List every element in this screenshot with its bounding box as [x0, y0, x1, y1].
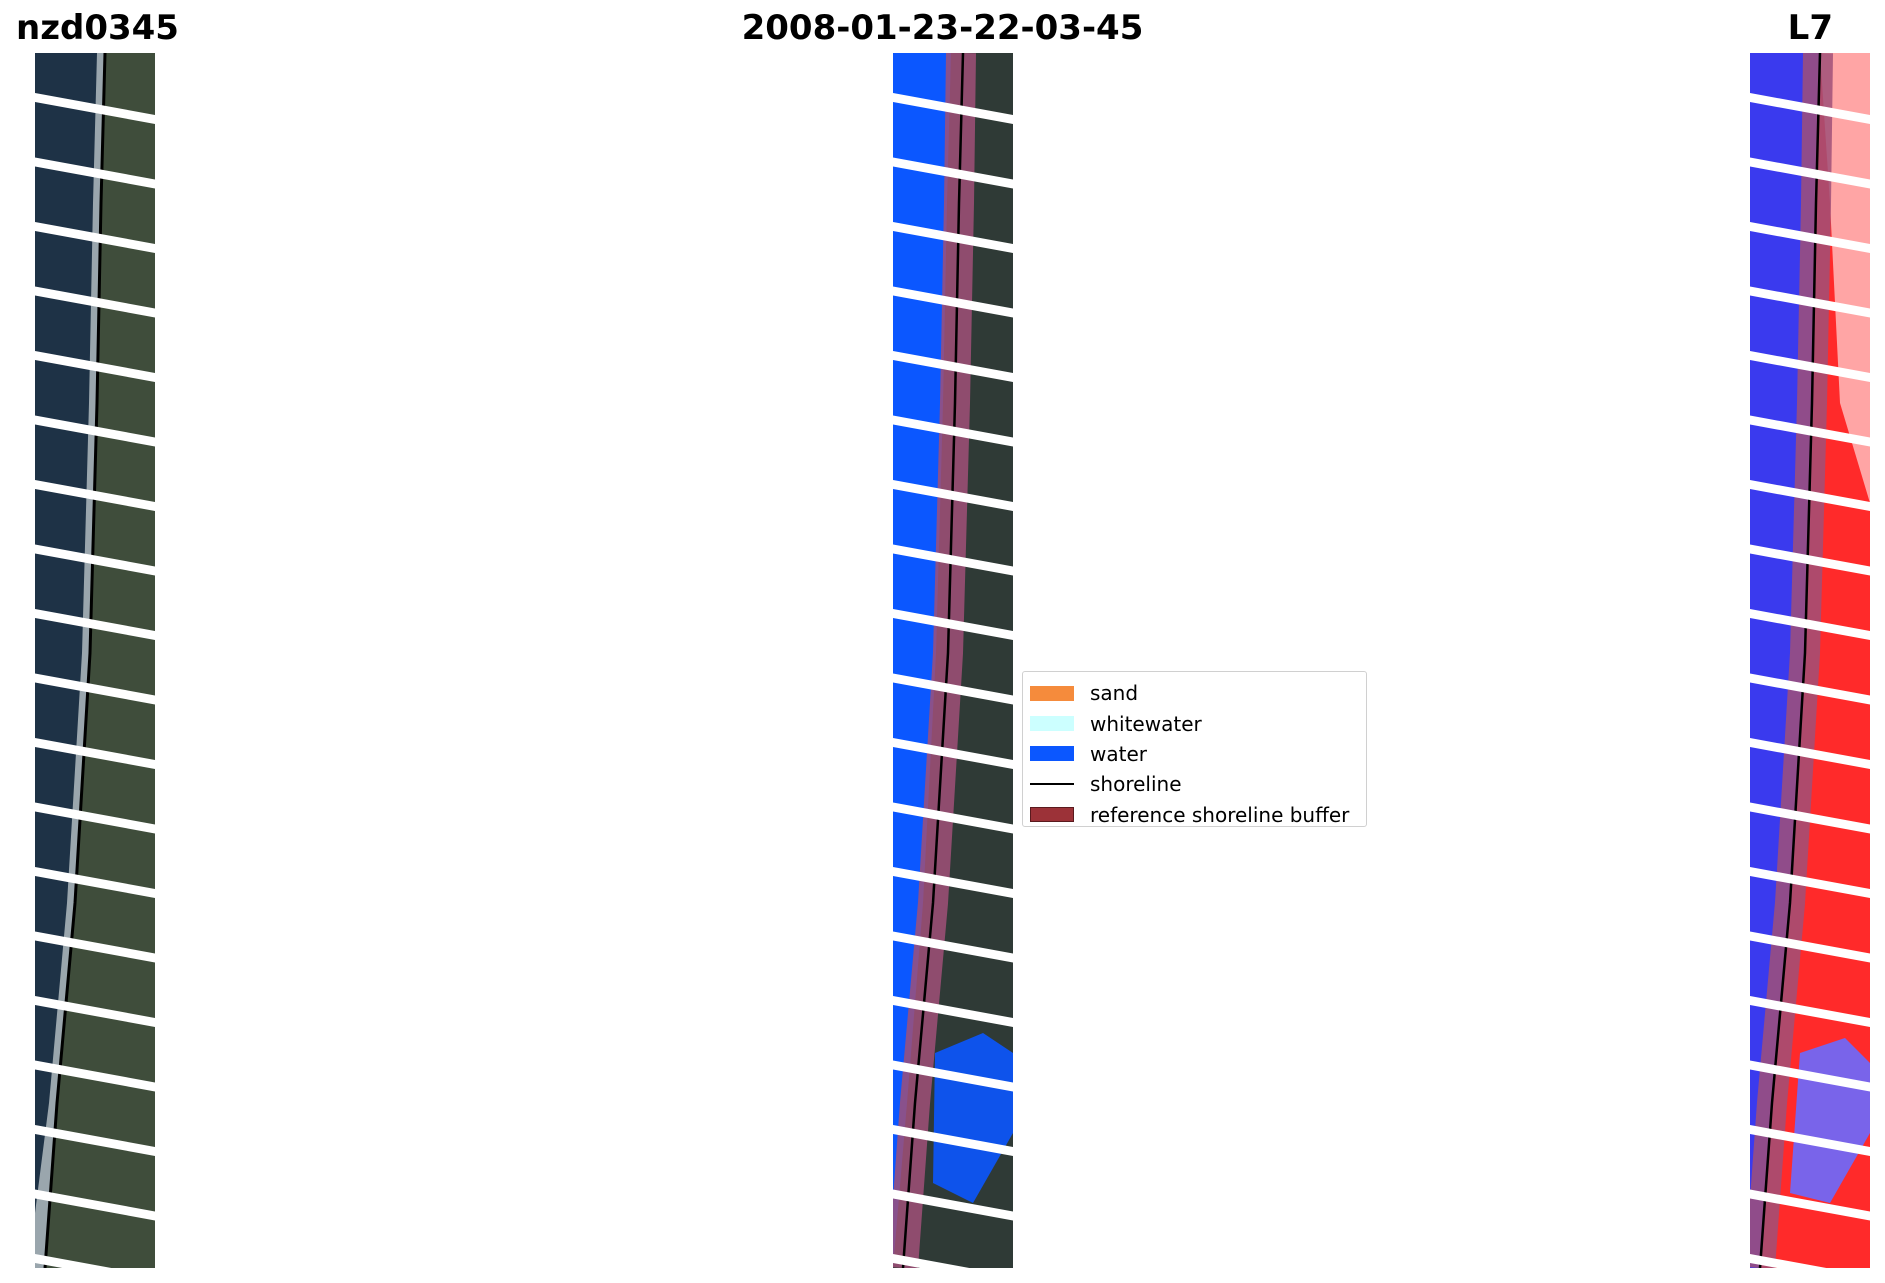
rgb-image	[35, 53, 155, 1268]
mndwi-image	[1750, 53, 1870, 1268]
scan-gap-stripe	[1750, 996, 1870, 1027]
scan-gap-stripe	[893, 1254, 970, 1268]
scan-gap-stripe	[1750, 1254, 1827, 1268]
legend-label: water	[1090, 741, 1147, 766]
scan-gap-stripe	[1750, 480, 1870, 511]
scan-gap-stripe	[893, 738, 1013, 769]
scan-gap-stripe	[1750, 609, 1870, 640]
scan-gap-stripe	[893, 673, 1013, 705]
legend-label: reference shoreline buffer	[1090, 802, 1350, 827]
scan-gap-stripe	[1750, 415, 1870, 447]
scan-gap-stripe	[1750, 738, 1870, 769]
scan-gap-stripe	[35, 480, 155, 511]
scan-gap-stripe	[893, 931, 1013, 963]
scan-gap-stripe	[1750, 544, 1870, 576]
scan-gap-stripe	[1750, 931, 1870, 963]
scan-gap-stripe	[1750, 93, 1870, 124]
scan-gap-stripe	[35, 157, 155, 189]
scan-gap-stripe	[1750, 222, 1870, 253]
scan-gap-stripe	[35, 1254, 112, 1268]
scan-gap-stripe	[1750, 867, 1870, 898]
scan-gap-stripe	[35, 93, 155, 124]
image-id-title: nzd0345	[16, 8, 179, 48]
legend-label: shoreline	[1090, 772, 1182, 797]
scan-gap-stripe	[893, 480, 1013, 511]
scan-gap-stripe	[35, 1125, 155, 1156]
scan-gap-stripe	[35, 996, 155, 1027]
whitewater-swatch	[1030, 716, 1074, 732]
scan-gap-stripe	[1750, 157, 1870, 189]
scan-gap-stripe	[893, 351, 1013, 382]
scan-gap-stripe	[35, 931, 155, 963]
mndwi-image-panel	[1750, 53, 1870, 1268]
satellite-title: L7	[1787, 8, 1833, 48]
legend-item-whitewater: whitewater	[1030, 708, 1359, 738]
scan-gap-stripe	[35, 673, 155, 705]
classified-image	[893, 53, 1013, 1268]
legend-item-shoreline: shoreline	[1030, 769, 1359, 799]
scan-gap-stripe	[1750, 802, 1870, 834]
scan-gap-stripe	[893, 802, 1013, 834]
buffer-swatch	[1030, 807, 1074, 823]
scan-gap-stripe	[35, 286, 155, 318]
water-swatch	[1030, 746, 1074, 762]
scan-gap-stripe	[1750, 351, 1870, 382]
shoreline-line-icon	[1030, 783, 1074, 786]
scan-gap-stripe	[35, 544, 155, 576]
scan-gap-stripe	[35, 1189, 155, 1221]
scan-gap-stripe	[35, 867, 155, 898]
scan-gap-stripe	[1750, 1189, 1870, 1221]
classification-legend: sand whitewater water shoreline referenc…	[1022, 671, 1367, 827]
scan-gap-stripe	[35, 415, 155, 447]
classified-image-panel	[893, 53, 1013, 1268]
scan-gap-stripe	[1750, 673, 1870, 705]
scan-gap-stripe	[1750, 1125, 1870, 1156]
scan-gap-stripe	[893, 222, 1013, 253]
legend-label: sand	[1090, 681, 1139, 706]
rgb-image-panel	[35, 53, 155, 1268]
scan-gap-stripe	[35, 1060, 155, 1092]
scan-gap-stripe	[893, 996, 1013, 1027]
scan-gap-stripe	[893, 286, 1013, 318]
scan-gap-stripe	[893, 157, 1013, 189]
scan-gap-stripe	[35, 738, 155, 769]
sand-swatch	[1030, 685, 1074, 701]
scan-gap-stripe	[893, 1189, 1013, 1221]
scan-gap-stripe	[893, 544, 1013, 576]
scan-gap-stripe	[35, 609, 155, 640]
scan-gap-stripe	[35, 351, 155, 382]
scan-gap-stripe	[893, 415, 1013, 447]
legend-item-sand: sand	[1030, 678, 1359, 708]
scan-gap-stripe	[35, 222, 155, 253]
legend-label: whitewater	[1090, 711, 1202, 736]
scan-gap-stripe	[1750, 1060, 1870, 1092]
scan-gap-stripe	[893, 1060, 1013, 1092]
scan-gap-stripe	[893, 609, 1013, 640]
scan-gap-stripe	[893, 93, 1013, 124]
scan-gap-stripe	[893, 1125, 1013, 1156]
legend-item-reference-buffer: reference shoreline buffer	[1030, 800, 1359, 830]
scan-gap-stripe	[35, 802, 155, 834]
date-title: 2008-01-23-22-03-45	[741, 8, 1144, 48]
scan-gap-stripe	[893, 867, 1013, 898]
legend-item-water: water	[1030, 739, 1359, 769]
scan-gap-stripe	[1750, 286, 1870, 318]
